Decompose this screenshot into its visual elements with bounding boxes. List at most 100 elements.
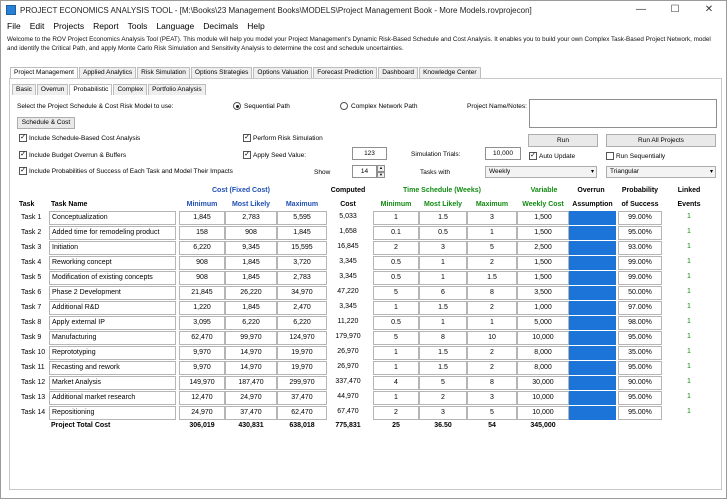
cost-ml-cell[interactable]: 1,845 <box>225 301 277 315</box>
probabilities-checkbox[interactable]: ✓ Include Probabilities of Success of Eac… <box>19 167 233 175</box>
menu-language[interactable]: Language <box>156 21 195 31</box>
time-max-cell[interactable]: 1 <box>467 316 517 330</box>
overrun-cell[interactable] <box>569 376 616 390</box>
time-min-cell[interactable]: 2 <box>373 406 419 420</box>
time-max-cell[interactable]: 8 <box>467 376 517 390</box>
maximize-button[interactable]: ☐ <box>670 4 680 15</box>
time-ml-cell[interactable]: 3 <box>419 406 467 420</box>
cost-ml-cell[interactable]: 14,970 <box>225 346 277 360</box>
task-name-cell[interactable]: Modification of existing concepts <box>49 271 176 285</box>
weekly-cost-cell[interactable]: 1,000 <box>517 301 569 315</box>
cost-min-cell[interactable]: 908 <box>179 271 225 285</box>
overrun-cell[interactable] <box>569 346 616 360</box>
seed-value-checkbox[interactable]: ✓ Apply Seed Value: <box>243 151 306 159</box>
overrun-cell[interactable] <box>569 286 616 300</box>
cost-max-cell[interactable]: 2,783 <box>277 271 327 285</box>
task-name-cell[interactable]: Phase 2 Development <box>49 286 176 300</box>
weekly-cost-cell[interactable]: 1,500 <box>517 271 569 285</box>
task-name-cell[interactable]: Market Analysis <box>49 376 176 390</box>
cost-ml-cell[interactable]: 9,345 <box>225 241 277 255</box>
time-min-cell[interactable]: 1 <box>373 391 419 405</box>
tab-project-management[interactable]: Project Management <box>10 67 78 78</box>
weekly-cost-cell[interactable]: 10,000 <box>517 406 569 420</box>
cost-min-cell[interactable]: 3,095 <box>179 316 225 330</box>
overrun-cell[interactable] <box>569 256 616 270</box>
weekly-cost-cell[interactable]: 8,000 <box>517 346 569 360</box>
risk-simulation-checkbox[interactable]: ✓ Perform Risk Simulation <box>243 134 323 142</box>
overrun-cell[interactable] <box>569 226 616 240</box>
time-min-cell[interactable]: 2 <box>373 241 419 255</box>
cost-max-cell[interactable]: 5,595 <box>277 211 327 225</box>
time-max-cell[interactable]: 5 <box>467 406 517 420</box>
cost-min-cell[interactable]: 6,220 <box>179 241 225 255</box>
menu-tools[interactable]: Tools <box>127 21 148 31</box>
overrun-cell[interactable] <box>569 271 616 285</box>
probability-cell[interactable]: 99.00% <box>618 211 662 225</box>
time-max-cell[interactable]: 10 <box>467 331 517 345</box>
menu-file[interactable]: File <box>7 21 21 31</box>
cost-max-cell[interactable]: 3,720 <box>277 256 327 270</box>
run-sequentially-checkbox[interactable]: Run Sequentially <box>606 152 665 160</box>
tab-dashboard[interactable]: Dashboard <box>378 67 419 78</box>
time-max-cell[interactable]: 1.5 <box>467 271 517 285</box>
cost-min-cell[interactable]: 62,470 <box>179 331 225 345</box>
task-name-cell[interactable]: Apply external IP <box>49 316 176 330</box>
cost-ml-cell[interactable]: 1,845 <box>225 256 277 270</box>
weekly-cost-cell[interactable]: 2,500 <box>517 241 569 255</box>
time-min-cell[interactable]: 4 <box>373 376 419 390</box>
weekly-cost-cell[interactable]: 3,500 <box>517 286 569 300</box>
budget-overrun-checkbox[interactable]: ✓ Include Budget Overrun & Buffers <box>19 151 126 159</box>
probability-cell[interactable]: 97.00% <box>618 301 662 315</box>
task-name-cell[interactable]: Additional market research <box>49 391 176 405</box>
time-max-cell[interactable]: 2 <box>467 301 517 315</box>
cost-min-cell[interactable]: 24,970 <box>179 406 225 420</box>
task-name-cell[interactable]: Reprototyping <box>49 346 176 360</box>
subtab-basic[interactable]: Basic <box>12 84 36 95</box>
cost-max-cell[interactable]: 19,970 <box>277 361 327 375</box>
time-ml-cell[interactable]: 1 <box>419 256 467 270</box>
cost-max-cell[interactable]: 124,970 <box>277 331 327 345</box>
time-min-cell[interactable]: 1 <box>373 211 419 225</box>
probability-cell[interactable]: 95.00% <box>618 361 662 375</box>
task-name-cell[interactable]: Reworking concept <box>49 256 176 270</box>
time-ml-cell[interactable]: 2 <box>419 391 467 405</box>
cost-ml-cell[interactable]: 6,220 <box>225 316 277 330</box>
cost-ml-cell[interactable]: 37,470 <box>225 406 277 420</box>
time-max-cell[interactable]: 2 <box>467 346 517 360</box>
cost-max-cell[interactable]: 19,970 <box>277 346 327 360</box>
probability-cell[interactable]: 99.00% <box>618 271 662 285</box>
tab-options-strategies[interactable]: Options Strategies <box>190 67 253 78</box>
overrun-cell[interactable] <box>569 361 616 375</box>
overrun-cell[interactable] <box>569 241 616 255</box>
cost-min-cell[interactable]: 9,970 <box>179 346 225 360</box>
overrun-cell[interactable] <box>569 211 616 225</box>
cost-max-cell[interactable]: 62,470 <box>277 406 327 420</box>
time-ml-cell[interactable]: 1.5 <box>419 211 467 225</box>
cost-ml-cell[interactable]: 99,970 <box>225 331 277 345</box>
cost-max-cell[interactable]: 15,595 <box>277 241 327 255</box>
time-min-cell[interactable]: 1 <box>373 361 419 375</box>
cost-ml-cell[interactable]: 187,470 <box>225 376 277 390</box>
menu-report[interactable]: Report <box>93 21 119 31</box>
task-name-cell[interactable]: Additional R&D <box>49 301 176 315</box>
show-count-input[interactable]: 14 <box>352 165 377 178</box>
subtab-portfolio-analysis[interactable]: Portfolio Analysis <box>148 84 206 95</box>
schedule-cost-button[interactable]: Schedule & Cost <box>17 117 75 129</box>
overrun-cell[interactable] <box>569 301 616 315</box>
probability-cell[interactable]: 95.00% <box>618 331 662 345</box>
cost-min-cell[interactable]: 1,845 <box>179 211 225 225</box>
tab-forecast-prediction[interactable]: Forecast Prediction <box>313 67 378 78</box>
time-ml-cell[interactable]: 8 <box>419 331 467 345</box>
complex-network-radio[interactable]: Complex Network Path <box>340 102 417 110</box>
time-ml-cell[interactable]: 1.5 <box>419 301 467 315</box>
run-all-projects-button[interactable]: Run All Projects <box>606 134 716 147</box>
probability-cell[interactable]: 93.00% <box>618 241 662 255</box>
sequential-path-radio[interactable]: Sequential Path <box>233 102 290 110</box>
auto-update-checkbox[interactable]: ✓ Auto Update <box>529 152 575 160</box>
time-max-cell[interactable]: 3 <box>467 211 517 225</box>
probability-cell[interactable]: 90.00% <box>618 376 662 390</box>
cost-min-cell[interactable]: 158 <box>179 226 225 240</box>
time-max-cell[interactable]: 3 <box>467 391 517 405</box>
cost-ml-cell[interactable]: 26,220 <box>225 286 277 300</box>
cost-ml-cell[interactable]: 1,845 <box>225 271 277 285</box>
